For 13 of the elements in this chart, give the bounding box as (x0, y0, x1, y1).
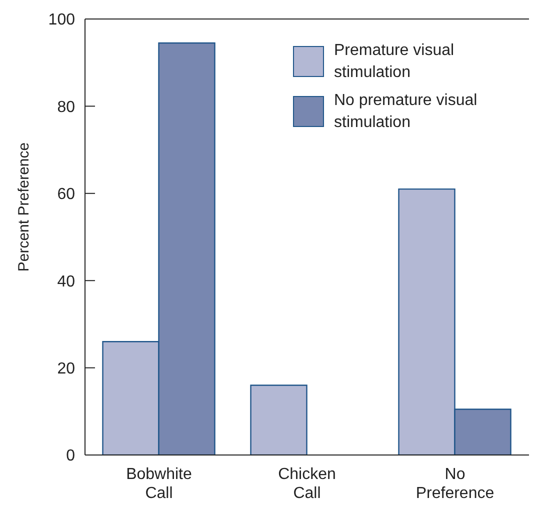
y-tick-label: 0 (66, 448, 76, 465)
y-tick-label: 20 (57, 360, 76, 378)
x-tick-label: No Preference (416, 466, 494, 502)
legend-label: No premature visual stimulation (334, 91, 478, 133)
legend-label: Premature visual stimulation (334, 41, 456, 83)
y-tick-label: 40 (57, 273, 76, 290)
y-tick-label: 60 (57, 186, 76, 204)
x-tick-label: Bobwhite Call (126, 466, 192, 502)
bar (250, 384, 308, 455)
y-tick-label: 80 (57, 98, 76, 116)
y-tick-label: 100 (48, 12, 76, 29)
x-tick-label: Chicken Call (278, 466, 336, 502)
y-axis-title: Percent Preference (16, 142, 32, 272)
